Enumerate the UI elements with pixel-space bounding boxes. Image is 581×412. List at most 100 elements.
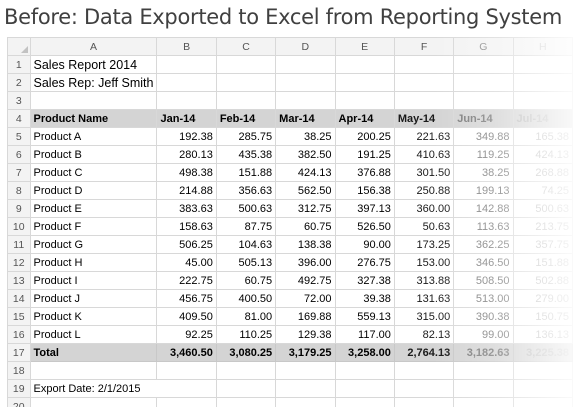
cell[interactable]: 2,764.13 — [393, 343, 455, 362]
cell[interactable]: 169.88 — [275, 307, 336, 326]
cell[interactable]: Sales Rep: Jeff Smith — [29, 73, 158, 92]
cell[interactable]: 3,460.50 — [156, 343, 217, 362]
cell[interactable] — [393, 91, 455, 110]
cell[interactable]: 327.38 — [334, 271, 395, 290]
cell[interactable]: 87.75 — [215, 217, 277, 236]
cell[interactable]: 191.25 — [334, 145, 395, 164]
cell[interactable]: 38.25 — [275, 127, 336, 146]
row-header[interactable]: 18 — [7, 361, 31, 380]
cell[interactable]: 192.38 — [156, 127, 217, 146]
cell[interactable] — [275, 361, 336, 380]
cell[interactable]: 356.63 — [215, 181, 277, 200]
cell[interactable]: Product L — [29, 325, 158, 344]
row-header[interactable]: 13 — [7, 271, 31, 290]
cell[interactable]: Product F — [29, 217, 158, 236]
column-header-e[interactable]: E — [334, 37, 395, 56]
cell[interactable] — [334, 55, 395, 74]
cell[interactable]: Jan-14 — [156, 109, 217, 128]
row-header[interactable]: 3 — [7, 91, 31, 110]
cell[interactable] — [334, 397, 395, 407]
cell[interactable] — [393, 55, 455, 74]
cell[interactable] — [334, 379, 395, 398]
cell[interactable]: 199.13 — [453, 181, 514, 200]
cell[interactable] — [215, 91, 277, 110]
cell[interactable]: 312.75 — [275, 199, 336, 218]
row-header[interactable]: 6 — [7, 145, 31, 164]
cell[interactable]: 280.13 — [156, 145, 217, 164]
cell[interactable]: 360.00 — [393, 199, 455, 218]
cell[interactable] — [512, 397, 573, 407]
cell[interactable]: 508.50 — [453, 271, 514, 290]
cell[interactable] — [393, 397, 455, 407]
cell[interactable]: 153.00 — [393, 253, 455, 272]
row-header[interactable]: 8 — [7, 181, 31, 200]
cell[interactable]: 92.25 — [156, 325, 217, 344]
cell[interactable] — [215, 397, 277, 407]
cell[interactable] — [156, 73, 217, 92]
row-header[interactable]: 7 — [7, 163, 31, 182]
row-header[interactable]: 14 — [7, 289, 31, 308]
cell[interactable]: 3,080.25 — [215, 343, 277, 362]
cell[interactable] — [512, 55, 573, 74]
cell[interactable] — [156, 361, 217, 380]
cell[interactable]: 357.75 — [512, 235, 573, 254]
cell[interactable] — [393, 73, 455, 92]
cell[interactable] — [334, 73, 395, 92]
row-header[interactable]: 15 — [7, 307, 31, 326]
cell[interactable] — [275, 73, 336, 92]
cell[interactable] — [215, 379, 277, 398]
cell[interactable]: Product D — [29, 181, 158, 200]
cell[interactable]: 500.63 — [215, 199, 277, 218]
cell[interactable]: 502.88 — [512, 271, 573, 290]
cell[interactable] — [512, 379, 573, 398]
row-header[interactable]: 12 — [7, 253, 31, 272]
cell[interactable]: 222.75 — [156, 271, 217, 290]
row-header[interactable]: 17 — [7, 343, 31, 362]
cell[interactable]: 562.50 — [275, 181, 336, 200]
cell[interactable]: 200.25 — [334, 127, 395, 146]
cell[interactable]: 90.00 — [334, 235, 395, 254]
cell[interactable]: 213.75 — [512, 217, 573, 236]
cell[interactable]: 3,179.25 — [275, 343, 336, 362]
cell[interactable] — [215, 361, 277, 380]
cell[interactable]: 117.00 — [334, 325, 395, 344]
row-header[interactable]: 11 — [7, 235, 31, 254]
cell[interactable]: 313.88 — [393, 271, 455, 290]
cell[interactable] — [156, 91, 217, 110]
cell[interactable]: 39.38 — [334, 289, 395, 308]
cell[interactable]: 382.50 — [275, 145, 336, 164]
row-header[interactable]: 19 — [7, 379, 31, 398]
cell[interactable]: 221.63 — [393, 127, 455, 146]
cell[interactable]: 268.88 — [512, 163, 573, 182]
cell[interactable]: 506.25 — [156, 235, 217, 254]
cell[interactable]: 424.13 — [275, 163, 336, 182]
cell[interactable] — [29, 397, 158, 407]
cell[interactable]: 142.88 — [453, 199, 514, 218]
cell[interactable]: 138.38 — [275, 235, 336, 254]
cell[interactable] — [453, 91, 514, 110]
cell[interactable]: Product B — [29, 145, 158, 164]
cell[interactable] — [393, 379, 455, 398]
column-header-f[interactable]: F — [393, 37, 455, 56]
cell[interactable]: Mar-14 — [275, 109, 336, 128]
cell[interactable]: 81.00 — [215, 307, 277, 326]
cell[interactable] — [512, 91, 573, 110]
cell[interactable] — [453, 55, 514, 74]
cell[interactable]: 74.25 — [512, 181, 573, 200]
cell[interactable]: Product A — [29, 127, 158, 146]
cell[interactable]: Total — [29, 343, 158, 362]
cell[interactable]: Export Date: 2/1/2015 — [29, 379, 217, 398]
cell[interactable]: Product Name — [29, 109, 158, 128]
cell[interactable]: Sales Report 2014 — [29, 55, 158, 74]
cell[interactable]: May-14 — [393, 109, 455, 128]
cell[interactable]: Feb-14 — [215, 109, 277, 128]
cell[interactable]: 410.63 — [393, 145, 455, 164]
row-header[interactable]: 2 — [7, 73, 31, 92]
cell[interactable]: 349.88 — [453, 127, 514, 146]
cell[interactable]: 113.63 — [453, 217, 514, 236]
cell[interactable]: 424.13 — [512, 145, 573, 164]
cell[interactable] — [512, 73, 573, 92]
cell[interactable]: 383.63 — [156, 199, 217, 218]
cell[interactable]: Product G — [29, 235, 158, 254]
cell[interactable]: 60.75 — [275, 217, 336, 236]
